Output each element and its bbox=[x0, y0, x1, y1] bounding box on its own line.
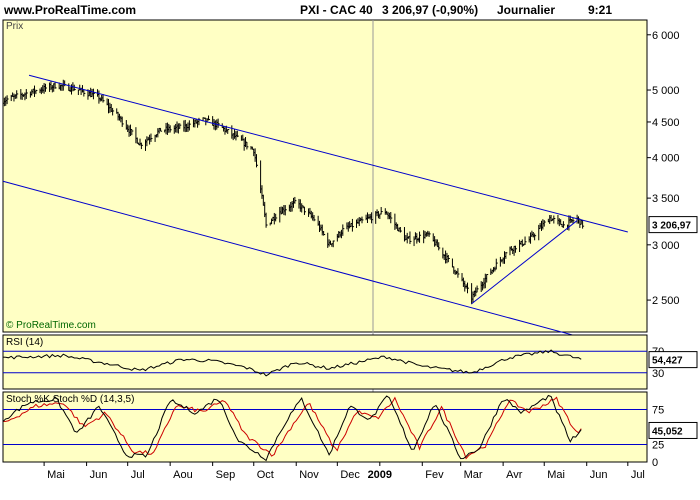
rsi-level-label: 30 bbox=[652, 368, 664, 380]
watermark: © ProRealTime.com bbox=[6, 320, 96, 331]
x-tick-label: Sep bbox=[216, 469, 236, 481]
price-y-tick-label: 6 000 bbox=[652, 30, 680, 42]
stoch-level-label: 25 bbox=[652, 440, 664, 452]
price-y-tick-label: 4 000 bbox=[652, 153, 680, 165]
instrument-name: PXI - CAC 40 bbox=[300, 3, 373, 17]
site-title: www.ProRealTime.com bbox=[3, 3, 136, 17]
stoch-level-label: 75 bbox=[652, 405, 664, 417]
trendline-2 bbox=[2, 180, 587, 340]
price-y-tick-label: 5 000 bbox=[652, 85, 680, 97]
stoch-last-tag: 45,052 bbox=[652, 426, 683, 437]
x-tick-label: Mai bbox=[47, 469, 65, 481]
x-tick-label: Jun bbox=[590, 469, 608, 481]
x-tick-label: Nov bbox=[299, 469, 319, 481]
price-y-tick-label: 2 500 bbox=[652, 295, 680, 307]
price-panel bbox=[2, 19, 648, 333]
period-label: Journalier bbox=[497, 3, 555, 17]
rsi-panel bbox=[2, 334, 648, 390]
x-tick-label: Avr bbox=[506, 469, 523, 481]
price-y-tick-label: 4 500 bbox=[652, 117, 680, 129]
last-price-tag: 3 206,97 bbox=[652, 221, 691, 232]
last-price-tag-box bbox=[648, 216, 698, 234]
time-label: 9:21 bbox=[588, 3, 612, 17]
x-tick-label: Dec bbox=[340, 469, 360, 481]
stoch-panel-label: Stoch %K Stoch %D (14,3,5) bbox=[6, 394, 134, 405]
stoch-panel bbox=[2, 391, 648, 463]
rsi-panel-label: RSI (14) bbox=[6, 337, 43, 348]
x-tick-label: Oct bbox=[257, 469, 274, 481]
price-panel-label: Prix bbox=[6, 21, 23, 32]
x-tick-label: 2009 bbox=[368, 469, 392, 481]
stoch-last-tag-box bbox=[648, 421, 698, 439]
stoch-k-line bbox=[2, 394, 582, 462]
x-tick-label: Aou bbox=[173, 469, 193, 481]
trendline-1 bbox=[28, 74, 628, 233]
x-tick-label: Jun bbox=[90, 469, 108, 481]
trendline-3 bbox=[471, 220, 578, 305]
x-tick-label: Jul bbox=[631, 469, 645, 481]
x-tick-label: Mai bbox=[547, 469, 565, 481]
stoch-d-line bbox=[2, 396, 582, 460]
stoch-level-label: 0 bbox=[652, 457, 658, 469]
rsi-line bbox=[2, 349, 582, 377]
instrument-quote: 3 206,97 (-0,90%) bbox=[382, 3, 478, 17]
x-tick-label: Jul bbox=[131, 469, 145, 481]
rsi-last-tag-box bbox=[648, 351, 698, 369]
x-tick-label: Mar bbox=[464, 469, 483, 481]
x-tick-label: Fev bbox=[425, 469, 444, 481]
rsi-last-tag: 54,427 bbox=[652, 356, 683, 367]
price-y-tick-label: 3 500 bbox=[652, 193, 680, 205]
price-y-tick-label: 3 000 bbox=[652, 240, 680, 252]
